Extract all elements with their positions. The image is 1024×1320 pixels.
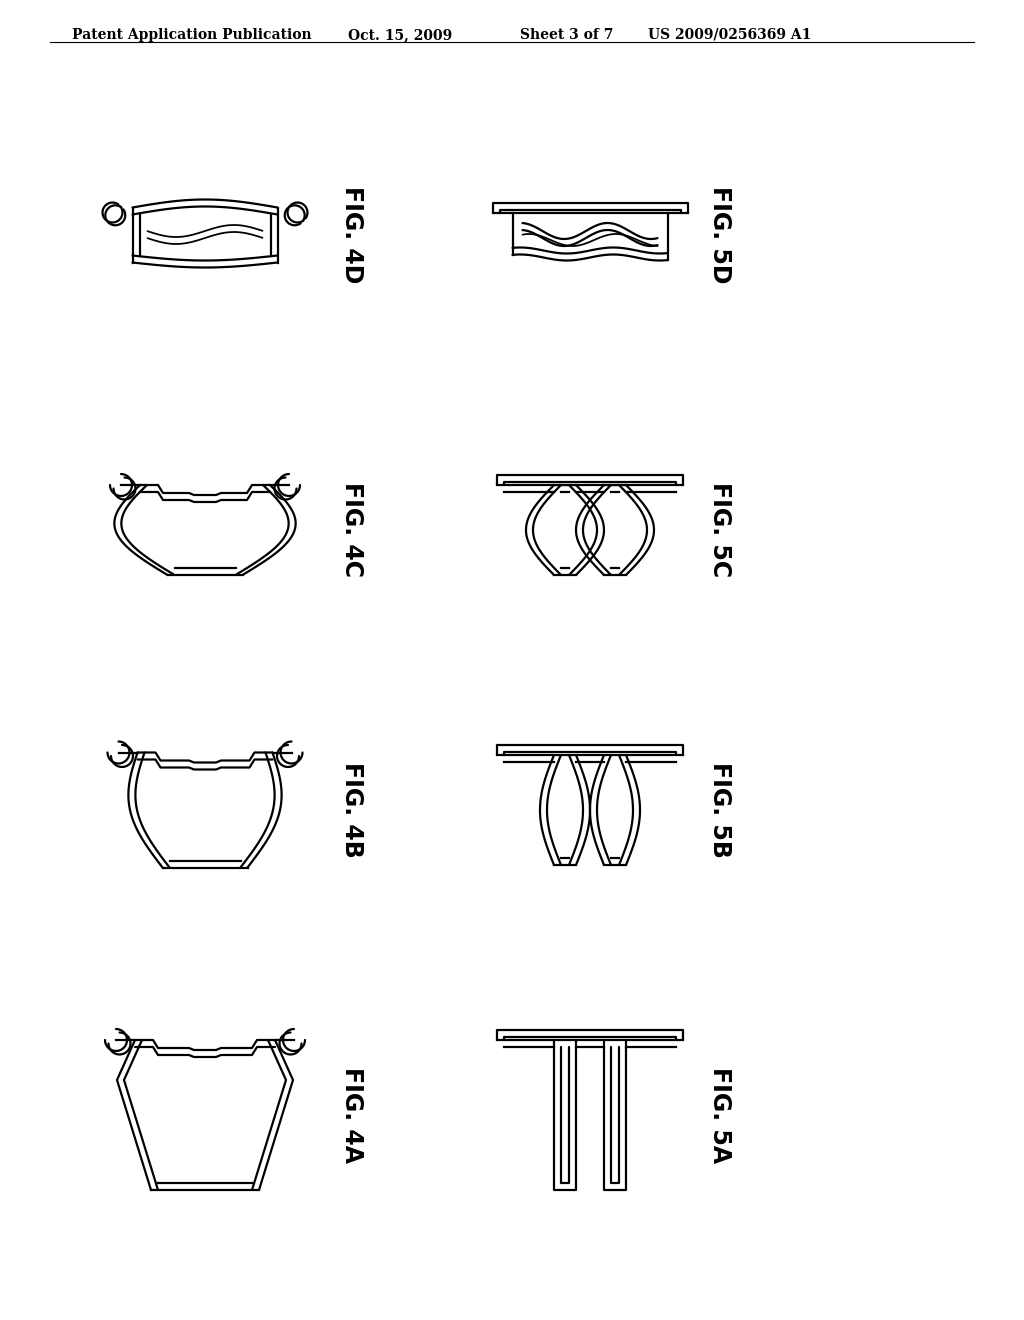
Text: Patent Application Publication: Patent Application Publication bbox=[72, 28, 311, 42]
Text: FIG. 4B: FIG. 4B bbox=[340, 762, 364, 858]
Text: US 2009/0256369 A1: US 2009/0256369 A1 bbox=[648, 28, 811, 42]
Text: FIG. 5D: FIG. 5D bbox=[708, 186, 732, 284]
Text: FIG. 4D: FIG. 4D bbox=[340, 186, 364, 284]
Text: FIG. 5C: FIG. 5C bbox=[708, 482, 732, 578]
Text: Sheet 3 of 7: Sheet 3 of 7 bbox=[520, 28, 613, 42]
Text: FIG. 4C: FIG. 4C bbox=[340, 483, 364, 578]
Text: FIG. 5B: FIG. 5B bbox=[708, 762, 732, 858]
Text: Oct. 15, 2009: Oct. 15, 2009 bbox=[348, 28, 453, 42]
Text: FIG. 5A: FIG. 5A bbox=[708, 1067, 732, 1163]
Text: FIG. 4A: FIG. 4A bbox=[340, 1067, 364, 1163]
